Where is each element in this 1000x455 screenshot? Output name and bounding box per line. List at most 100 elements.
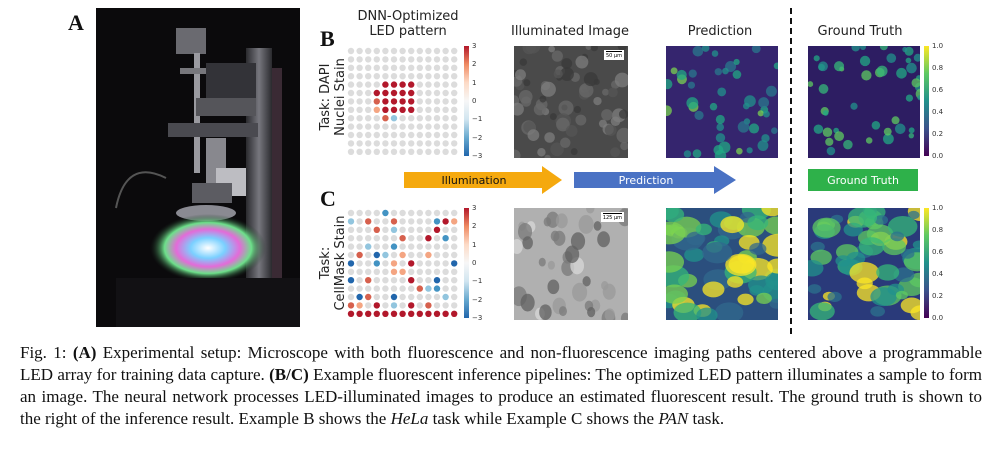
ground-truth-image-b [808,46,920,158]
led-colorbar-ticks-c: 3 2 1 0 −1 −2 −3 [472,204,486,322]
led-dot [373,277,380,284]
led-dot [347,89,355,97]
led-dot [425,106,432,113]
led-dot [416,148,423,155]
led-dot [399,98,406,105]
led-dot [425,64,432,71]
ground-truth-box [808,169,918,191]
led-dot [416,89,423,97]
colorbar-tick-label: 1 [472,240,477,249]
led-dot [442,209,449,217]
led-dot [365,218,372,225]
led-dot [442,277,449,284]
led-dot [425,81,432,88]
led-dot [373,56,380,63]
led-dot [408,243,415,250]
colorbar-tick-label: −2 [472,295,483,304]
led-dot [433,310,441,317]
led-dot [416,140,423,147]
led-dot [390,64,398,71]
led-dot [382,285,389,292]
led-dot [425,140,432,147]
led-dot [373,226,380,233]
led-dot [425,73,432,80]
led-dot [408,73,415,80]
led-dot [408,209,415,217]
led-colorbar-ticks-b: 3 2 1 0 −1 −2 −3 [472,42,486,160]
panel-label-c: C [320,186,336,211]
led-dot [373,81,380,88]
colorbar-tick-label: 0.8 [932,64,944,72]
led-dot [365,56,372,63]
led-dot [347,73,355,80]
led-dot [425,226,432,233]
led-dot [347,131,355,139]
panel-label-b: B [320,26,335,51]
led-dot [399,251,406,259]
led-dot [347,106,355,113]
led-dot [356,251,363,259]
led-dot [347,293,355,301]
led-dot [408,115,415,122]
led-dot [451,302,458,309]
led-dot [433,56,441,63]
led-dot [408,56,415,63]
led-dot [390,260,398,267]
led-dot [399,56,406,63]
led-dot [382,106,389,113]
led-dot [356,218,363,225]
led-dot [390,123,398,130]
colorbar-tick-label: 2 [472,60,477,69]
led-dot [451,243,458,250]
led-dot [425,243,432,250]
led-dot [390,89,398,97]
led-dot [433,285,441,292]
led-dot [425,251,432,259]
led-dot [442,260,449,267]
scalebar-c-label: 125 μm [602,215,622,221]
led-dot [356,209,363,217]
led-dot [451,89,458,97]
led-dot [373,268,380,275]
led-dot [347,64,355,71]
led-dot [390,293,398,301]
col-title-led-line1: DNN-Optimized [357,9,459,24]
task-label-c: Task: CellMask Stain [318,208,348,318]
led-dot [416,47,423,55]
led-dot [347,251,355,259]
led-dot [442,268,449,275]
colorbar-tick-label: 0 [472,259,477,267]
gt-colorbar-ticks-b: 1.0 0.8 0.6 0.4 0.2 0.0 [932,42,952,160]
caption-a-label: (A) [72,343,97,362]
led-dot [356,243,363,250]
led-dot [390,310,398,317]
led-dot [390,226,398,233]
led-dot [416,277,423,284]
led-dot [365,235,372,242]
led-dot [433,268,441,275]
led-dot [442,285,449,292]
led-dot [347,148,355,155]
led-dot [433,115,441,122]
led-dot [399,106,406,113]
led-dot [390,81,398,88]
led-dot [347,47,355,55]
led-dot [390,140,398,147]
ground-truth-box-label: Ground Truth [827,174,899,187]
led-dot [433,47,441,55]
led-dot [365,260,372,267]
led-dot [356,81,363,88]
led-dot [382,123,389,130]
led-grid-c [347,209,458,317]
led-dot [347,277,355,284]
led-dot [390,235,398,242]
dashed-separator [790,8,792,334]
led-dot [382,131,389,139]
led-dot [356,310,363,317]
led-dot [433,209,441,217]
led-dot [442,251,449,259]
col-title-prediction: Prediction [687,24,753,39]
led-dot [365,148,372,155]
col-title-illuminated: Illuminated Image [511,24,629,39]
led-dot [442,64,449,71]
